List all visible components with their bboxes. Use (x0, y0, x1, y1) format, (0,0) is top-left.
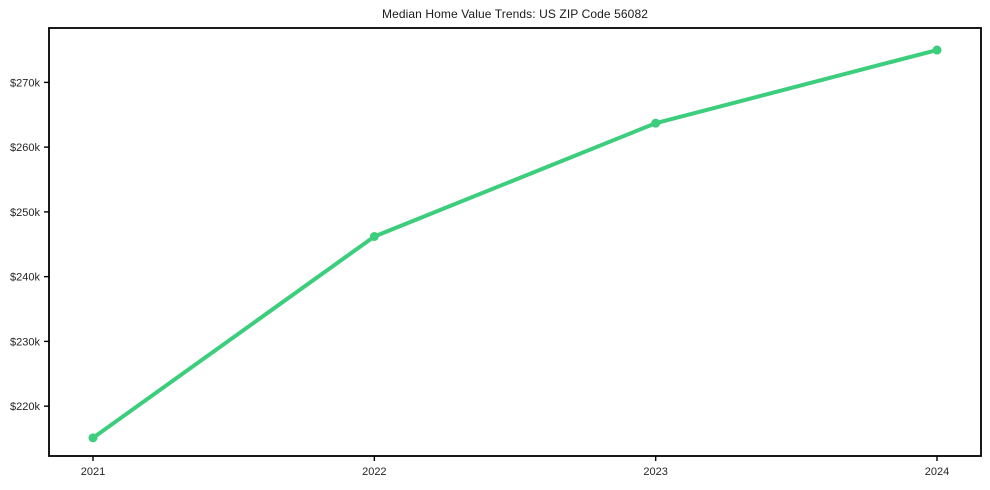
x-tick-label: 2023 (643, 466, 667, 478)
y-tick-label: $220k (10, 401, 40, 413)
data-point-marker (932, 45, 942, 55)
y-tick-label: $270k (10, 77, 40, 89)
data-point-marker (651, 118, 661, 128)
x-tick-label: 2024 (925, 466, 949, 478)
chart-title: Median Home Value Trends: US ZIP Code 56… (381, 7, 648, 21)
y-tick-label: $240k (10, 272, 40, 284)
y-tick-label: $250k (10, 207, 40, 219)
y-tick-label: $230k (10, 336, 40, 348)
plot-border (48, 27, 982, 457)
trend-line (91, 48, 939, 440)
x-tick-label: 2022 (362, 466, 386, 478)
data-point-marker (88, 433, 98, 443)
x-tick-label: 2021 (81, 466, 105, 478)
y-tick-label: $260k (10, 142, 40, 154)
data-point-marker (369, 231, 379, 241)
